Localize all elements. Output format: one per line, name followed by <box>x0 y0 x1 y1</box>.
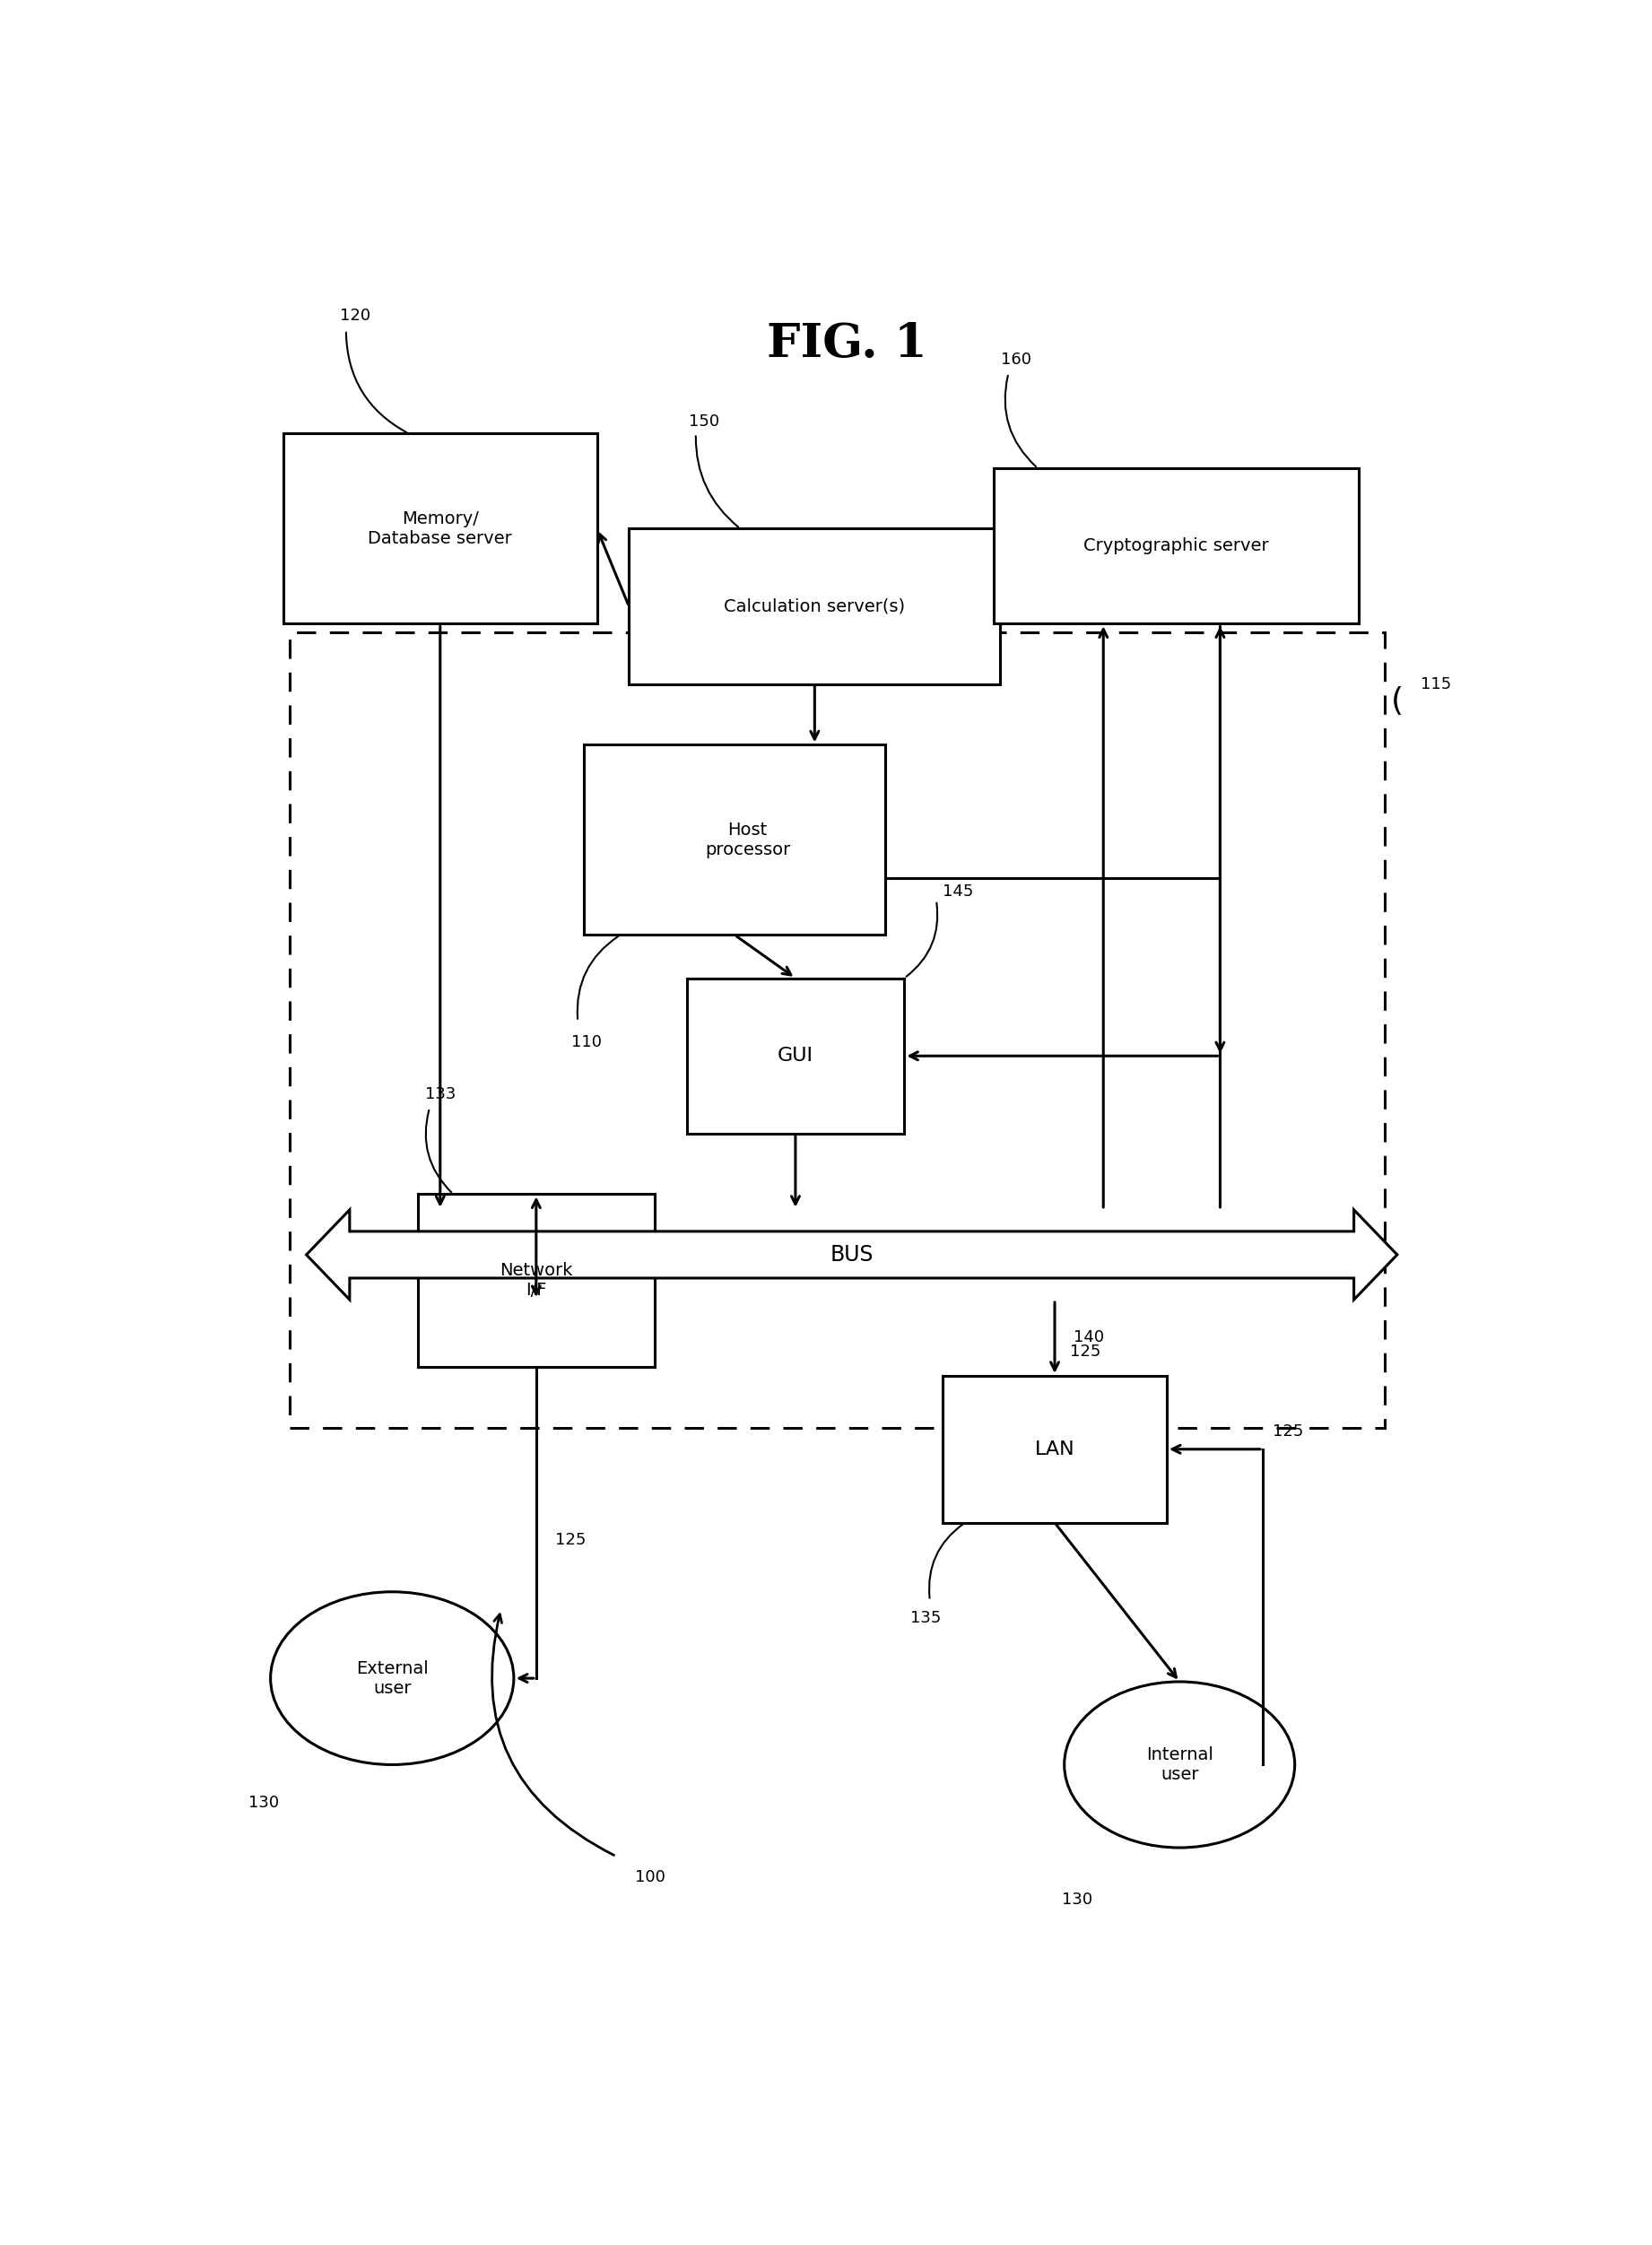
Text: 160: 160 <box>1001 350 1032 368</box>
Bar <box>629 530 999 685</box>
Text: Network
I/F: Network I/F <box>499 1262 573 1300</box>
Text: Host
processor: Host processor <box>705 822 790 858</box>
Text: 125: 125 <box>1070 1343 1100 1360</box>
Bar <box>995 469 1358 624</box>
Text: 115: 115 <box>1421 676 1450 691</box>
Bar <box>284 433 596 624</box>
Text: 130: 130 <box>249 1794 279 1812</box>
Text: 130: 130 <box>1062 1893 1092 1908</box>
Ellipse shape <box>271 1592 514 1765</box>
Text: Internal
user: Internal user <box>1146 1747 1213 1783</box>
Text: FIG. 1: FIG. 1 <box>767 321 927 366</box>
Text: LAN: LAN <box>1034 1441 1075 1459</box>
Text: 145: 145 <box>943 885 973 900</box>
Text: 110: 110 <box>572 1035 601 1051</box>
Text: 140: 140 <box>1074 1329 1105 1345</box>
Bar <box>289 633 1384 1428</box>
Bar <box>585 745 885 934</box>
Bar <box>687 979 904 1134</box>
Text: Calculation server(s): Calculation server(s) <box>724 597 905 615</box>
Bar <box>943 1376 1166 1522</box>
Polygon shape <box>306 1210 1398 1300</box>
Text: 150: 150 <box>689 413 719 429</box>
Text: GUI: GUI <box>778 1046 813 1064</box>
Text: 133: 133 <box>425 1087 456 1102</box>
Text: Cryptographic server: Cryptographic server <box>1084 537 1269 555</box>
Text: 100: 100 <box>636 1870 666 1886</box>
Text: 125: 125 <box>555 1531 586 1549</box>
Bar <box>418 1194 654 1367</box>
Text: 135: 135 <box>910 1610 942 1625</box>
Ellipse shape <box>1064 1682 1295 1848</box>
Text: BUS: BUS <box>829 1244 874 1266</box>
Text: Memory/
Database server: Memory/ Database server <box>368 510 512 548</box>
Text: 125: 125 <box>1274 1423 1303 1439</box>
Text: 120: 120 <box>340 308 370 323</box>
Text: External
user: External user <box>355 1659 428 1697</box>
Text: (: ( <box>1391 687 1404 716</box>
